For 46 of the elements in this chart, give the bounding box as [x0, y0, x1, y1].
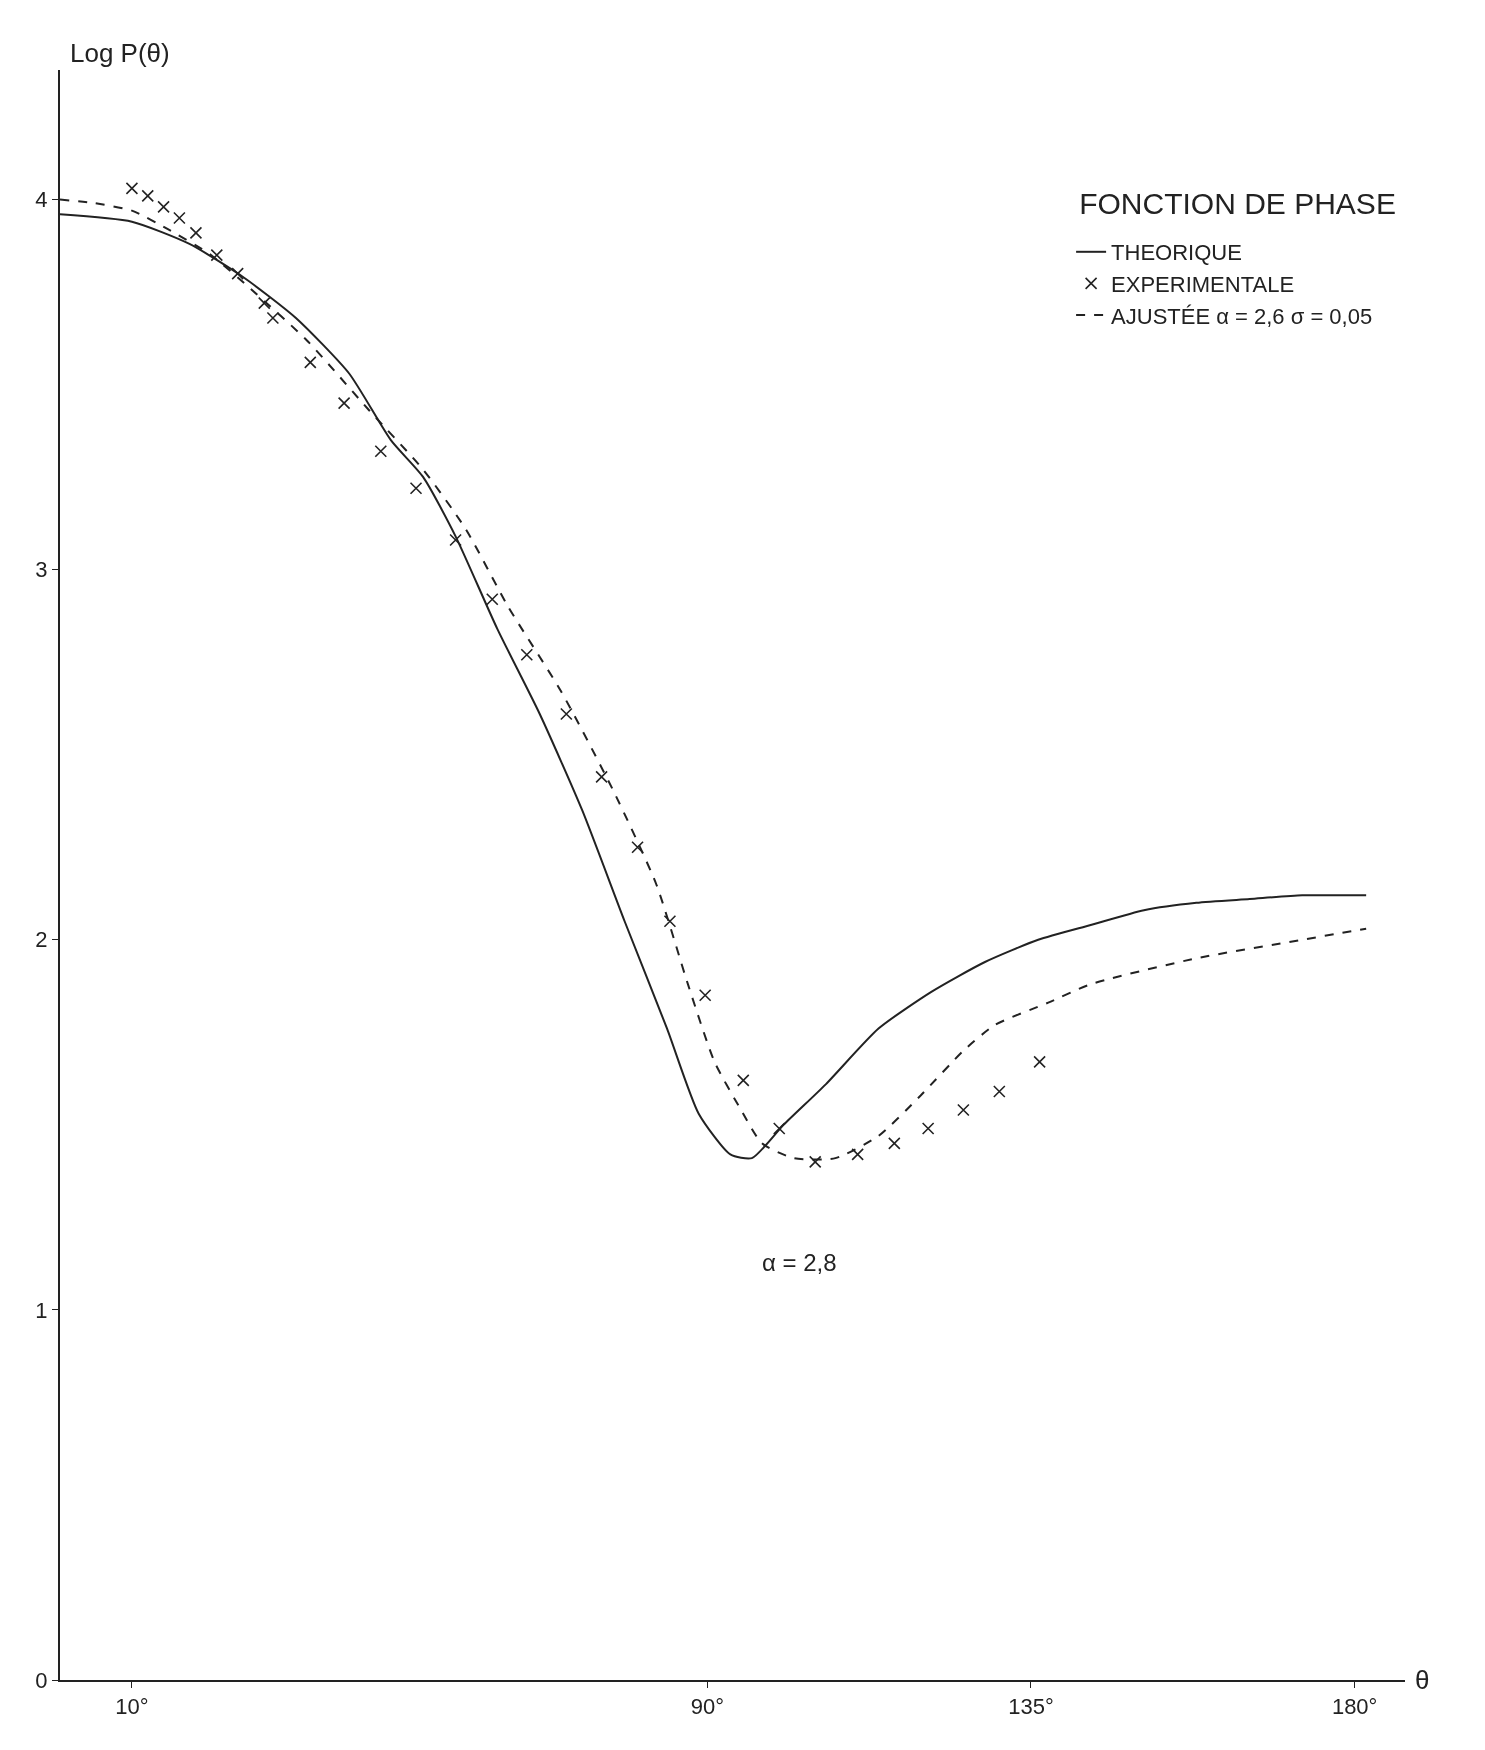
point — [888, 1137, 901, 1150]
y-tick-label: 3 — [35, 557, 48, 583]
point — [337, 396, 351, 410]
point — [595, 770, 608, 784]
point — [409, 481, 423, 495]
point — [485, 592, 499, 606]
y-tick-label: 4 — [35, 187, 48, 213]
point — [663, 914, 677, 928]
point — [736, 1074, 750, 1087]
point — [1033, 1055, 1046, 1069]
legend-label: THEORIQUE — [1111, 240, 1242, 266]
point — [808, 1155, 822, 1169]
x-tick-label: 180° — [1331, 1694, 1378, 1720]
y-tick-label: 0 — [35, 1667, 48, 1693]
point — [374, 444, 388, 458]
legend-label: AJUSTÉE α = 2,6 σ = 0,05 — [1111, 303, 1373, 329]
point — [210, 248, 224, 262]
point — [304, 356, 317, 369]
point — [520, 648, 534, 662]
x-tick-label: 10° — [115, 1694, 149, 1720]
point — [231, 267, 244, 280]
point — [449, 533, 462, 547]
legend-label: EXPERIMENTALE — [1111, 271, 1295, 297]
point — [141, 189, 155, 203]
x-tick-label: 90° — [690, 1694, 724, 1720]
point — [266, 311, 280, 325]
point — [993, 1085, 1006, 1098]
y-tick-label: 2 — [35, 927, 48, 953]
point — [957, 1103, 970, 1117]
text: FONCTION DE PHASE — [1079, 186, 1396, 220]
point — [921, 1122, 935, 1135]
point — [560, 707, 573, 721]
point — [698, 988, 712, 1002]
point — [851, 1148, 864, 1161]
point — [173, 211, 186, 225]
y-tick-label: 1 — [35, 1297, 48, 1323]
point — [157, 200, 170, 214]
point — [257, 296, 271, 310]
point — [189, 226, 203, 240]
y-axis-title: Log P(θ) — [70, 38, 170, 68]
point — [125, 182, 139, 195]
annotation: α = 2,8 — [762, 1249, 837, 1276]
point — [631, 840, 644, 854]
point — [772, 1122, 786, 1135]
x-axis-title: θ — [1415, 1665, 1430, 1695]
x-tick-label: 135° — [1008, 1694, 1054, 1720]
